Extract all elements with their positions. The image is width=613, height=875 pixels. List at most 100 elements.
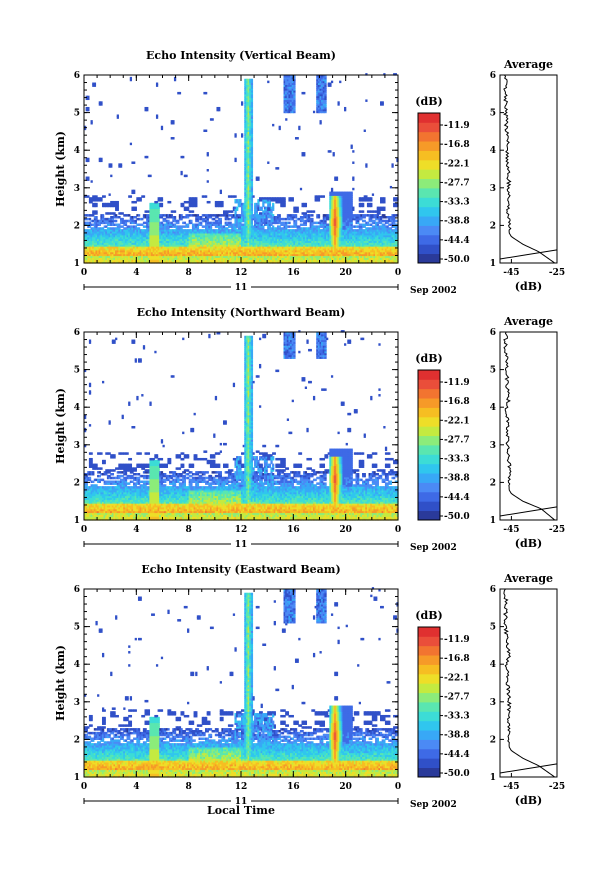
heatmap-cell (267, 80, 270, 84)
heatmap-cell (92, 195, 95, 198)
heatmap-cell (136, 251, 139, 255)
heatmap-cell (144, 240, 147, 243)
heatmap-cell (108, 249, 111, 253)
heatmap-cell (144, 229, 147, 232)
heatmap-cell (142, 259, 146, 262)
heatmap-cell (85, 106, 88, 110)
heatmap-cell (103, 236, 106, 240)
heatmap-cell (134, 244, 137, 247)
heatmap-cell (208, 200, 211, 204)
heatmap-cell (87, 217, 90, 221)
heatmap-cell (84, 236, 87, 240)
heatmap-cell (118, 240, 121, 243)
heatmap-cell (141, 249, 144, 253)
heatmap-cell (136, 255, 139, 258)
heatmap-cell (126, 214, 129, 217)
heatmap-cell (131, 234, 134, 238)
heatmap-cell (129, 217, 133, 221)
heatmap-cell (105, 232, 108, 236)
heatmap-cell (142, 244, 146, 247)
heatmap-cell (106, 236, 110, 240)
heatmap-cell (142, 234, 146, 238)
heatmap-cell (110, 165, 113, 168)
heatmap-cell (136, 214, 139, 217)
heatmap-cell (121, 231, 124, 234)
heatmap-cell (139, 229, 142, 232)
heatmap-cell (98, 236, 101, 240)
heatmap-cell (100, 249, 103, 253)
heatmap-cell (95, 204, 98, 208)
heatmap-cell (205, 195, 208, 198)
heatmap-cell (101, 216, 105, 219)
heatmap-cell (136, 242, 139, 245)
heatmap-cell (93, 212, 97, 215)
heatmap-cell (90, 223, 93, 226)
heatmap-cell (84, 195, 87, 198)
heatmap-cell (87, 255, 90, 258)
heatmap-cell (105, 234, 108, 238)
heatmap-cell (134, 257, 137, 260)
heatmap-cell (131, 227, 134, 230)
heatmap-cell (115, 255, 118, 258)
heatmap-cell (88, 223, 92, 226)
heatmap-cell (144, 257, 147, 260)
heatmap-cell (124, 234, 128, 238)
heatmap-cell (312, 110, 316, 114)
heatmap-cell (133, 221, 136, 225)
heatmap-cell (95, 217, 98, 221)
heatmap-cell (93, 231, 97, 234)
heatmap-cell (88, 214, 92, 217)
heatmap-cell (88, 255, 92, 258)
heatmap-cell (137, 229, 141, 232)
heatmap-cell (100, 259, 103, 262)
heatmap-cell (100, 244, 103, 247)
heatmap-cell (87, 249, 90, 253)
heatmap-cell (105, 244, 108, 247)
heatmap-cell (97, 261, 100, 264)
heatmap-cell (129, 219, 133, 223)
heatmap-cell (100, 219, 103, 223)
heatmap-cell (97, 221, 100, 225)
heatmap-cell (124, 232, 128, 236)
heatmap-cell (133, 247, 136, 251)
heatmap-cell (93, 199, 97, 202)
heatmap-cell (139, 231, 142, 234)
heatmap-cell (106, 229, 110, 232)
heatmap-cell (85, 159, 88, 163)
heatmap-cell (87, 242, 90, 245)
heatmap-cell (84, 217, 87, 221)
heatmap-cell (136, 232, 139, 236)
heatmap-cell (142, 216, 146, 219)
heatmap-cell (118, 216, 121, 219)
heatmap-cell (110, 259, 113, 262)
heatmap-cell (84, 251, 87, 255)
heatmap-cell (92, 210, 95, 213)
heatmap-cell (87, 221, 90, 225)
heatmap-cell (136, 246, 139, 249)
heatmap-cell (93, 247, 97, 251)
heatmap-cell (88, 229, 92, 232)
heatmap-cell (103, 225, 106, 228)
heatmap-cell (137, 247, 141, 251)
heatmap-cell (134, 206, 137, 210)
heatmap-cell (123, 253, 126, 257)
heatmap-cell (116, 251, 119, 255)
heatmap-cell (113, 251, 116, 255)
heatmap-cell (139, 257, 142, 260)
heatmap-cell (90, 232, 93, 236)
heatmap-cell (100, 238, 103, 242)
heatmap-cell (131, 261, 134, 264)
heatmap-cell (84, 246, 87, 249)
heatmap-cell (134, 247, 137, 251)
heatmap-cell (126, 242, 129, 245)
heatmap-cell (139, 244, 142, 247)
heatmap-cell (241, 133, 244, 136)
heatmap-cell (141, 195, 144, 198)
heatmap-cell (294, 214, 298, 217)
heatmap-cell (128, 253, 131, 257)
heatmap-cell (95, 199, 98, 202)
heatmap-cell (133, 216, 136, 219)
heatmap-cell (90, 200, 93, 204)
heatmap-cell (92, 202, 95, 206)
heatmap-cell (124, 246, 128, 249)
